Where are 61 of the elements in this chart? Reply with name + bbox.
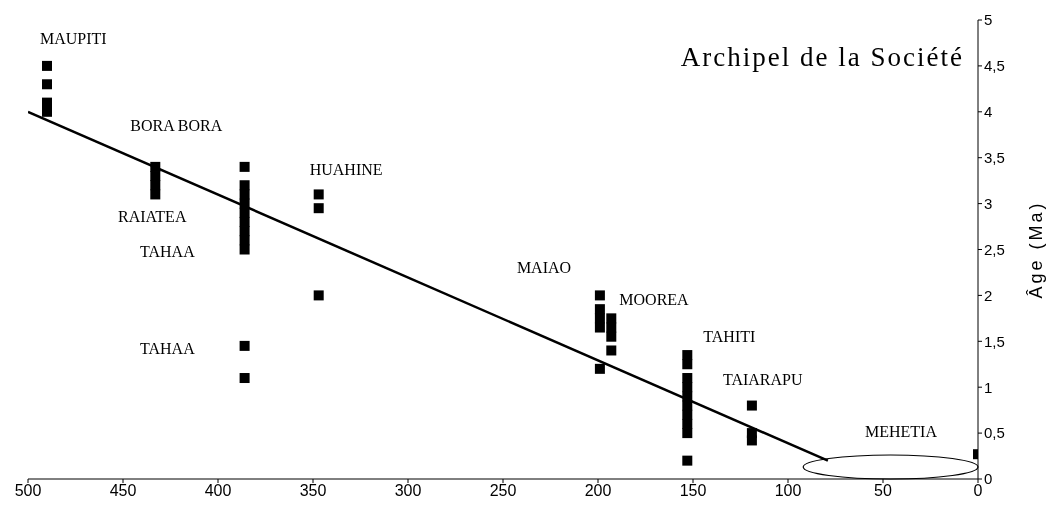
y-tick-label: 3 [984, 194, 993, 212]
point [313, 290, 324, 301]
x-tick-label: 100 [774, 482, 802, 500]
point [42, 79, 52, 90]
point [746, 435, 757, 446]
point [150, 189, 161, 200]
x-tick-label: 200 [584, 482, 612, 500]
x-tick-label: 300 [394, 482, 422, 500]
point [42, 60, 52, 71]
x-tick-label: 450 [109, 482, 137, 500]
point [239, 244, 250, 255]
annotation: TAIARAPU [722, 371, 803, 389]
y-tick-label: 3,5 [984, 149, 1005, 167]
annotation: BORA BORA [130, 116, 223, 134]
point [239, 161, 250, 172]
annotation: TAHITI [703, 327, 756, 345]
annotation: MAUPITI [40, 29, 107, 47]
point [42, 97, 52, 108]
annotation: MAIAO [516, 259, 572, 277]
point [682, 350, 693, 361]
y-tick-label: 2,5 [984, 240, 1005, 258]
y-tick-label: 0,5 [984, 424, 1005, 442]
y-tick-label: 2 [984, 286, 993, 304]
annotation: HUAHINE [309, 161, 383, 179]
point [682, 428, 693, 439]
point [42, 106, 52, 117]
annotation: TAHAA [140, 242, 196, 260]
y-tick-label: 1,5 [984, 332, 1005, 350]
text: Archipel de la Société [680, 42, 964, 73]
y-axis-title: Âge (Ma) [1026, 200, 1047, 299]
annotation: MOOREA [619, 291, 690, 309]
x-tick-label: 50 [874, 482, 892, 500]
x-tick-label: 150 [679, 482, 707, 500]
point [239, 180, 250, 191]
point [746, 400, 757, 411]
x-tick-label: 500 [14, 482, 42, 500]
annotation: MEHETIA [865, 422, 938, 440]
point [594, 322, 605, 333]
point [239, 340, 250, 351]
point [606, 313, 617, 324]
point [682, 373, 693, 384]
x-tick-label: 250 [489, 482, 517, 500]
y-tick-label: 4,5 [984, 57, 1005, 75]
point [606, 331, 617, 342]
y-tick-label: 1 [984, 378, 993, 396]
point [313, 203, 324, 214]
point [313, 189, 324, 200]
point [594, 304, 605, 315]
y-tick-label: 5 [984, 11, 993, 29]
y-tick-label: 4 [984, 103, 993, 121]
point [606, 345, 617, 356]
annotation: TAHAA [140, 339, 196, 357]
point [682, 455, 693, 466]
point [682, 359, 693, 370]
x-tick-label: 400 [204, 482, 232, 500]
point [594, 363, 605, 374]
annotation: RAIATEA [118, 207, 187, 225]
y-tick-label: 0 [984, 470, 993, 488]
point [239, 373, 250, 384]
point [594, 290, 605, 301]
x-tick-label: 350 [299, 482, 327, 500]
